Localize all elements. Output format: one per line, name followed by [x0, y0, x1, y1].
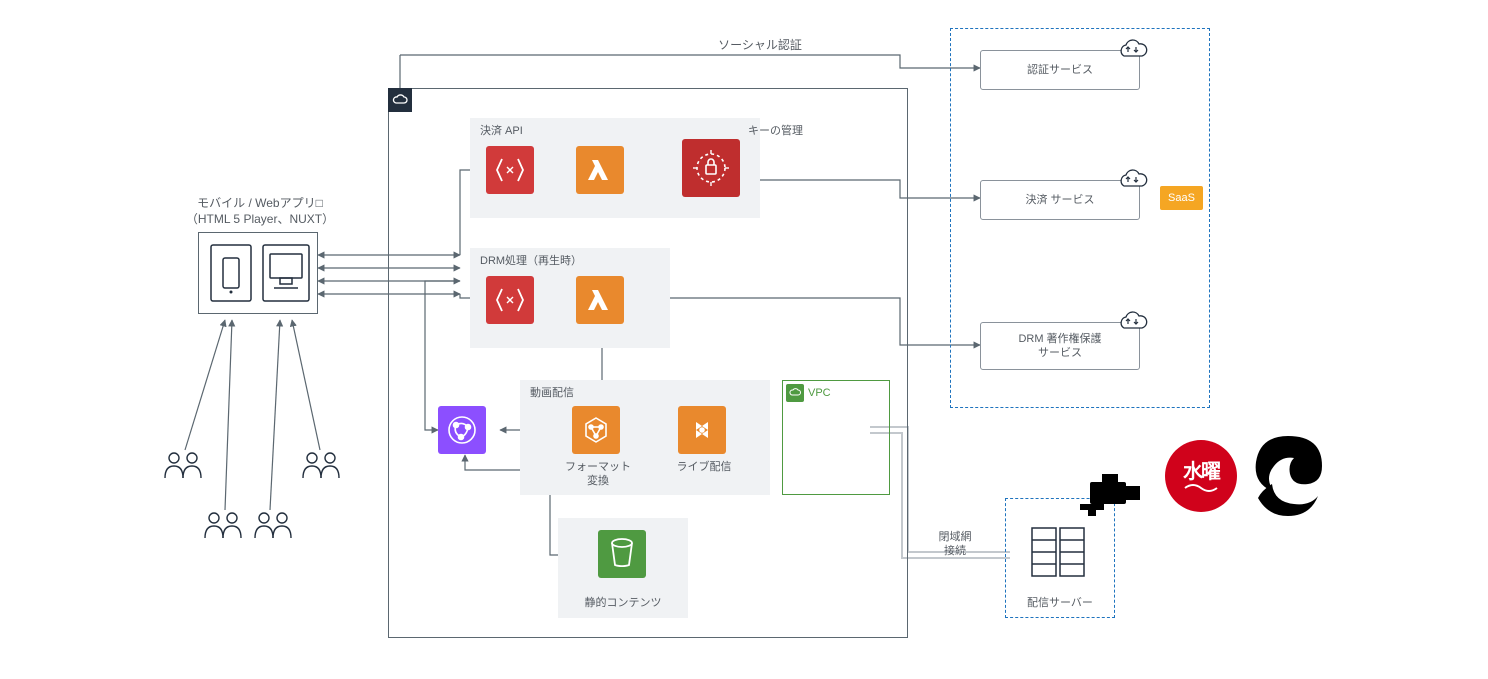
auth-service-label: 認証サービス — [1027, 63, 1093, 77]
cloudfront-icon — [438, 406, 486, 454]
cloud-corner-icon — [388, 88, 412, 112]
social-auth-label: ソーシャル認証 — [700, 38, 820, 54]
auth-service-box: 認証サービス — [980, 50, 1140, 90]
server-rack-icon — [1030, 522, 1090, 582]
server-label: 配信サーバー — [1005, 596, 1115, 610]
brand-logo-black — [1238, 428, 1338, 528]
brand-logo-red: 水曜 — [1165, 440, 1237, 512]
clients-title: モバイル / Webアプリ□ — [150, 196, 370, 212]
mobile-icon — [210, 244, 252, 302]
drm-service-label: DRM 著作権保護 サービス — [1018, 332, 1101, 361]
payment-service-label: 決済 サービス — [1025, 193, 1094, 207]
camera-icon — [1080, 468, 1150, 518]
kms-label: キーの管理 — [748, 124, 803, 138]
vpc-label: VPC — [808, 386, 831, 400]
users-icon — [200, 510, 246, 544]
cloud-updown-icon — [1118, 312, 1146, 334]
saas-badge: SaaS — [1160, 186, 1203, 210]
video-title: 動画配信 — [530, 386, 574, 400]
drm-service-box: DRM 著作権保護 サービス — [980, 322, 1140, 370]
lambda-icon — [576, 146, 624, 194]
cloud-updown-icon — [1118, 170, 1146, 192]
mediaconvert-icon — [572, 406, 620, 454]
payment-api-title: 決済 API — [480, 124, 523, 138]
users-icon — [298, 450, 344, 484]
s3-icon — [598, 530, 646, 578]
users-icon — [250, 510, 296, 544]
users-icon — [160, 450, 206, 484]
desktop-icon — [262, 244, 310, 302]
vpc-corner-icon — [786, 384, 804, 402]
clients-subtitle: （HTML 5 Player、NUXT） — [150, 212, 370, 228]
format-label: フォーマット 変換 — [558, 460, 638, 489]
payment-service-box: 決済 サービス — [980, 180, 1140, 220]
kms-icon — [682, 139, 740, 197]
brand-logo-text: 水曜 — [1183, 455, 1219, 484]
api-gateway-icon — [486, 276, 534, 324]
medialive-icon — [678, 406, 726, 454]
cloud-updown-icon — [1118, 40, 1146, 62]
lambda-icon — [576, 276, 624, 324]
api-gateway-icon — [486, 146, 534, 194]
drm-title: DRM処理（再生時） — [480, 254, 582, 268]
live-label: ライブ配信 — [664, 460, 744, 474]
static-label: 静的コンテンツ — [558, 596, 688, 610]
closed-net-label: 閉域網 接続 — [920, 530, 990, 559]
